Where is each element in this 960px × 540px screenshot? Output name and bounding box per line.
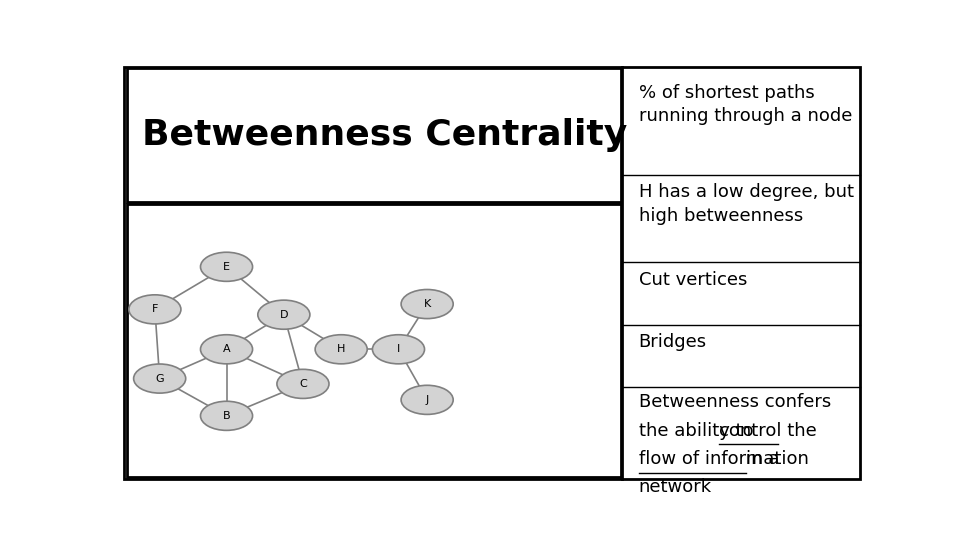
- Text: % of shortest paths
running through a node: % of shortest paths running through a no…: [638, 84, 852, 125]
- Text: E: E: [223, 262, 230, 272]
- Circle shape: [258, 300, 310, 329]
- Text: Bridges: Bridges: [638, 333, 707, 351]
- Text: in a: in a: [746, 450, 780, 468]
- Text: A: A: [223, 345, 230, 354]
- Circle shape: [315, 335, 368, 364]
- Text: D: D: [279, 310, 288, 320]
- Text: control the: control the: [719, 422, 817, 440]
- Text: flow of information: flow of information: [638, 450, 814, 468]
- Text: the ability to: the ability to: [638, 422, 759, 440]
- Circle shape: [133, 364, 185, 393]
- Circle shape: [401, 386, 453, 414]
- Circle shape: [201, 252, 252, 281]
- Text: Betweenness confers: Betweenness confers: [638, 393, 830, 411]
- Circle shape: [129, 295, 180, 324]
- Text: C: C: [300, 379, 307, 389]
- Text: B: B: [223, 411, 230, 421]
- Text: K: K: [423, 299, 431, 309]
- Text: H: H: [337, 345, 346, 354]
- Text: Betweenness Centrality: Betweenness Centrality: [142, 118, 628, 152]
- Circle shape: [401, 289, 453, 319]
- Text: I: I: [396, 345, 400, 354]
- Text: network: network: [638, 478, 711, 496]
- Circle shape: [372, 335, 424, 364]
- Circle shape: [201, 401, 252, 430]
- Text: H has a low degree, but
high betweenness: H has a low degree, but high betweenness: [638, 183, 853, 225]
- Text: G: G: [156, 374, 164, 383]
- FancyBboxPatch shape: [128, 68, 621, 202]
- FancyBboxPatch shape: [128, 204, 621, 477]
- Text: J: J: [425, 395, 429, 405]
- Text: Cut vertices: Cut vertices: [638, 271, 747, 288]
- Circle shape: [201, 335, 252, 364]
- Circle shape: [276, 369, 329, 399]
- Text: F: F: [152, 305, 158, 314]
- FancyBboxPatch shape: [124, 67, 860, 478]
